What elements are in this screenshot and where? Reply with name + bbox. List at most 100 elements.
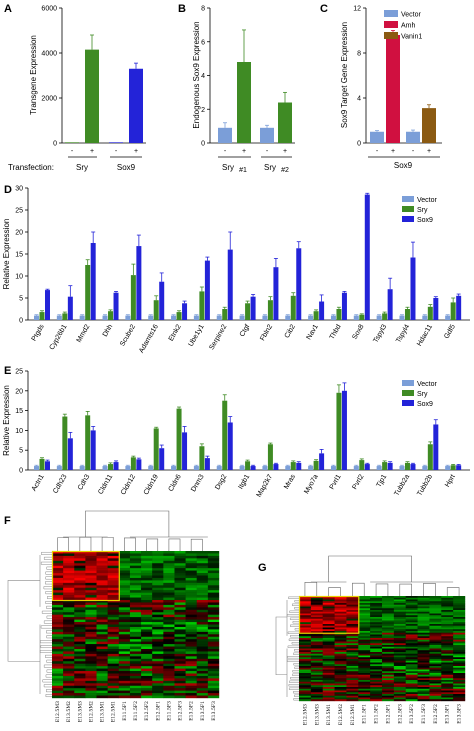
heatmap-cell [129, 607, 142, 610]
heatmap-cell [52, 614, 64, 618]
heatmap-cell [417, 687, 430, 689]
heatmap-cell [310, 694, 323, 696]
y-tick-label: 30 [15, 186, 23, 193]
heatmap-cell [453, 639, 466, 642]
x-category-label: Hdac11 [416, 323, 434, 347]
heatmap-cell [207, 693, 220, 696]
heatmap-cell [429, 673, 442, 675]
x-category-label: Cib2 [284, 323, 297, 339]
heatmap-cell [207, 680, 220, 684]
heatmap-cell [429, 634, 442, 637]
heatmap-cell [370, 631, 383, 633]
y-tick-label: 20 [15, 388, 23, 395]
heatmap-cell [196, 661, 209, 664]
heatmap-cell [382, 632, 395, 635]
bar-vector [262, 315, 268, 320]
heatmap-cell [370, 666, 383, 668]
row-dendrogram-branch [289, 617, 299, 620]
heatmap-cell [52, 663, 64, 667]
heatmap-cell [393, 666, 406, 668]
heatmap-cell [63, 639, 75, 642]
heatmap-cell [322, 673, 335, 675]
heatmap-cell [310, 648, 323, 651]
heatmap-cell [299, 692, 312, 695]
heatmap-cell [52, 560, 64, 564]
row-dendrogram-branch [46, 630, 52, 634]
bar-sry [62, 416, 68, 470]
heatmap-cell [118, 590, 131, 593]
heatmap-cell [429, 688, 442, 691]
heatmap-cell [118, 634, 131, 637]
heatmap-column-label: E12.5M3 [55, 701, 61, 722]
heatmap-cell [453, 603, 466, 605]
heatmap-cell [141, 607, 153, 610]
heatmap-cell [346, 657, 359, 660]
bar-sry [267, 444, 273, 470]
heatmap-cell [118, 585, 131, 588]
heatmap-cell [96, 553, 108, 557]
heatmap-cell [141, 577, 153, 581]
bar-sox9 [319, 453, 325, 470]
row-dendrogram-branch [45, 654, 52, 658]
heatmap-cell [207, 688, 220, 691]
heatmap-cell [358, 671, 371, 674]
heatmap-cell [429, 694, 442, 696]
heatmap-cell [196, 585, 209, 588]
bar-a-1 [85, 49, 99, 143]
heatmap-cell [129, 651, 142, 655]
heatmap-cell [346, 599, 359, 602]
heatmap-cell [129, 595, 142, 598]
row-dendrogram-branch [288, 638, 299, 641]
heatmap-cell [453, 615, 466, 618]
heatmap-cell [196, 656, 209, 659]
bar-sry [130, 457, 136, 470]
heatmap-cell [107, 580, 119, 584]
heatmap-cell [358, 596, 371, 598]
heatmap-cell [453, 652, 466, 654]
heatmap-cell [207, 629, 220, 633]
heatmap-cell [346, 624, 359, 626]
heatmap-cell [141, 683, 153, 686]
bar-sry [176, 408, 182, 470]
heatmap-cell [405, 641, 418, 644]
heatmap-cell [322, 650, 335, 653]
heatmap-cell [393, 667, 406, 670]
heatmap-cell [393, 639, 406, 642]
heatmap-cell [453, 631, 466, 633]
row-dendrogram-branch [290, 624, 299, 627]
heatmap-cell [441, 653, 454, 656]
heatmap-cell [334, 660, 347, 663]
heatmap-cell [299, 634, 312, 637]
heatmap-cell [417, 620, 430, 623]
heatmap-cell [207, 646, 220, 650]
heatmap-cell [74, 558, 86, 561]
heatmap-cell [346, 652, 359, 654]
heatmap-cell [453, 627, 466, 630]
y-tick-label: 10 [15, 428, 23, 435]
heatmap-column-label: E11.5F3 [166, 701, 172, 721]
heatmap-cell [405, 617, 418, 619]
heatmap-cell [417, 641, 430, 644]
heatmap-cell [382, 699, 395, 702]
heatmap-cell [358, 659, 371, 661]
heatmap-cell [358, 620, 371, 623]
heatmap-cell [393, 657, 406, 660]
heatmap-cell [85, 595, 97, 598]
heatmap-cell [453, 695, 466, 698]
heatmap-cell [382, 648, 395, 651]
heatmap-cell [382, 625, 395, 628]
heatmap-cell [152, 673, 164, 677]
x-category-label: Map2k7 [256, 473, 275, 498]
heatmap-cell [129, 693, 142, 696]
heatmap-cell [152, 680, 164, 684]
heatmap-cell [370, 597, 383, 600]
heatmap-cell [207, 658, 220, 662]
bar-vector [376, 466, 382, 470]
heatmap-cell [322, 664, 335, 667]
heatmap-cell [358, 631, 371, 633]
heatmap-cell [453, 632, 466, 635]
heatmap-cell [429, 699, 442, 702]
bar-vector [56, 466, 62, 470]
heatmap-cell [334, 694, 347, 696]
heatmap-cell [417, 603, 430, 605]
